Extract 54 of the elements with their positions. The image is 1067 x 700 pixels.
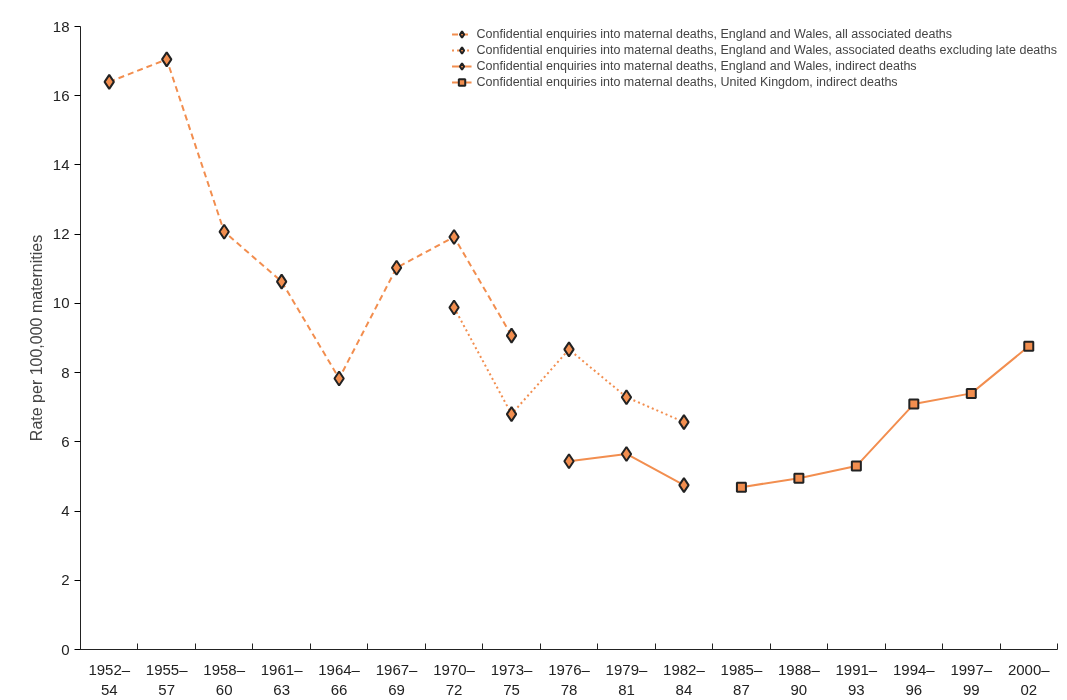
point xyxy=(850,460,862,472)
point xyxy=(735,481,747,493)
y-tick-label: 10 xyxy=(52,294,70,312)
point xyxy=(103,73,115,90)
point xyxy=(218,223,230,240)
point xyxy=(448,228,460,245)
point xyxy=(965,387,977,399)
x-tick-label: 1958– 60 xyxy=(203,660,246,698)
point xyxy=(1023,340,1035,352)
y-axis-title: Rate per 100,000 maternities xyxy=(27,234,45,442)
point xyxy=(793,472,805,484)
x-tick-label: 1955– 57 xyxy=(145,660,189,698)
y-tick-label: 12 xyxy=(52,225,70,243)
x-tick-label: 2000– 02 xyxy=(1007,660,1051,698)
point xyxy=(448,299,460,316)
x-tick-label: 1979– 81 xyxy=(605,660,648,698)
y-tick-label: 18 xyxy=(52,17,70,35)
x-tick-label: 1976– 78 xyxy=(548,660,591,698)
legend-label: Confidential enquiries into maternal deaths, England and Wales, indirect deaths xyxy=(476,58,917,74)
x-tick-label: 1964– 66 xyxy=(318,660,361,698)
x-tick-label: 1967– 69 xyxy=(375,660,419,698)
x-tick-label: 1982– 84 xyxy=(663,660,706,698)
point xyxy=(161,51,173,68)
y-tick-label: 6 xyxy=(61,432,70,450)
x-tick-label: 1997– 99 xyxy=(950,660,993,698)
y-tick-label: 14 xyxy=(52,155,70,173)
legend-label: Confidential enquiries into maternal deaths, England and Wales, all associated deaths xyxy=(476,26,953,42)
y-tick-label: 2 xyxy=(61,571,70,589)
point xyxy=(505,327,518,344)
point xyxy=(678,414,690,431)
x-tick-label: 1973– 75 xyxy=(490,660,534,698)
legend-label: Confidential enquiries into maternal deaths, England and Wales, associated deaths excluding late deaths xyxy=(476,42,1057,58)
point xyxy=(505,406,518,423)
point xyxy=(275,273,288,290)
point xyxy=(563,453,575,470)
legend-label: Confidential enquiries into maternal deaths, United Kingdom, indirect deaths xyxy=(476,74,898,90)
y-tick-label: 16 xyxy=(52,86,70,104)
y-tick-label: 4 xyxy=(61,502,70,520)
x-tick-label: 1994– 96 xyxy=(892,660,936,698)
x-tick-label: 1961– 63 xyxy=(260,660,304,698)
point xyxy=(620,445,633,462)
x-tick-label: 1985– 87 xyxy=(720,660,763,698)
point xyxy=(563,341,575,358)
point xyxy=(620,389,633,406)
y-tick-label: 0 xyxy=(61,640,70,658)
x-tick-label: 1991– 93 xyxy=(835,660,878,698)
x-tick-label: 1988– 90 xyxy=(778,660,821,698)
x-tick-label: 1970– 72 xyxy=(433,660,476,698)
y-tick-label: 8 xyxy=(61,363,70,381)
point xyxy=(390,259,403,276)
point xyxy=(908,398,920,410)
point xyxy=(333,370,345,387)
x-tick-label: 1952– 54 xyxy=(88,660,131,698)
point xyxy=(678,477,690,494)
